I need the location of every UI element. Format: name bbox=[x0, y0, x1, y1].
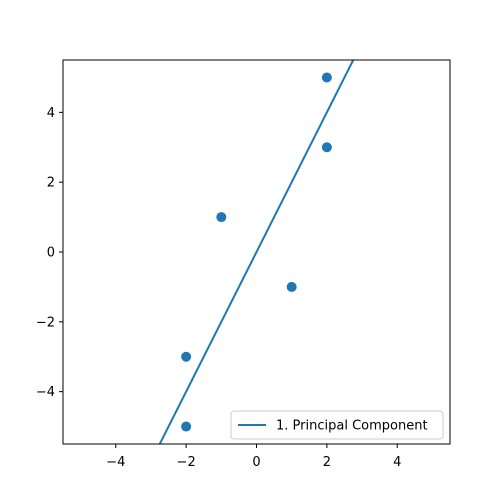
x-tick-label: 0 bbox=[252, 455, 260, 470]
legend-box bbox=[230, 410, 444, 440]
y-tick-label: 2 bbox=[47, 176, 55, 191]
scatter-point bbox=[321, 142, 332, 153]
x-tick-label: −2 bbox=[177, 455, 196, 470]
plot-area bbox=[158, 60, 355, 444]
x-tick-label: 4 bbox=[393, 455, 401, 470]
axes: −4 −2 0 2 4 −4 −2 0 2 4 bbox=[36, 59, 451, 470]
principal-component-line bbox=[158, 60, 355, 444]
x-tick-label: −4 bbox=[106, 455, 125, 470]
scatter-point bbox=[216, 212, 227, 223]
x-tick-label: 2 bbox=[323, 455, 331, 470]
legend: 1. Principal Component bbox=[230, 410, 444, 440]
scatter-point bbox=[321, 72, 332, 83]
y-tick-label: 4 bbox=[47, 106, 55, 121]
scatter-point bbox=[286, 281, 297, 292]
y-tick-label: 0 bbox=[47, 246, 55, 261]
y-tick-label: −4 bbox=[36, 385, 55, 400]
legend-label: 1. Principal Component bbox=[276, 419, 428, 434]
y-tick-label: −2 bbox=[36, 315, 55, 330]
scatter-point bbox=[181, 351, 192, 362]
scatter-point bbox=[181, 421, 192, 432]
